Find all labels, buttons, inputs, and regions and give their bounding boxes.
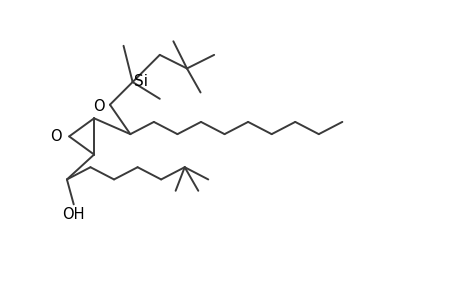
Text: O: O	[93, 99, 104, 114]
Text: O: O	[50, 129, 62, 144]
Text: Si: Si	[134, 74, 147, 89]
Text: OH: OH	[62, 207, 85, 222]
